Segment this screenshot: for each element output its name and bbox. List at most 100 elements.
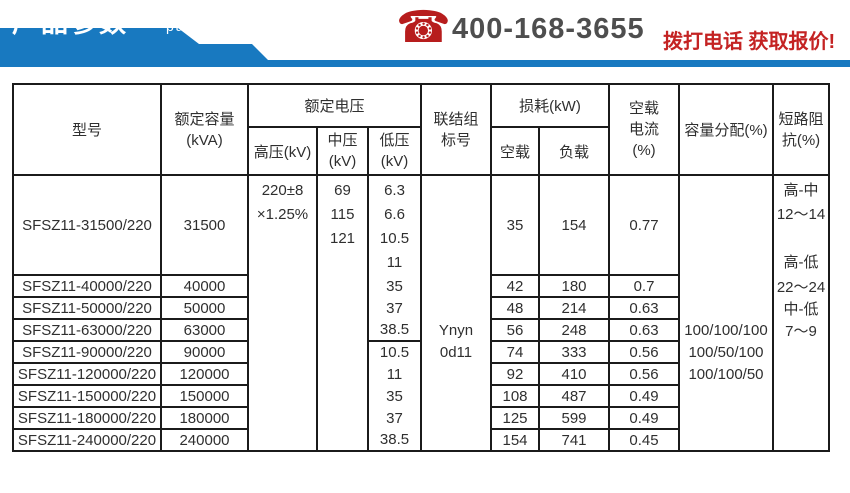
header-capacity: 额定容量 (kVA) <box>160 83 249 176</box>
parameters-table-wrap: 型号 额定容量 (kVA) 额定电压 联结组 标号 损耗(kW) 空载 电流 (… <box>12 83 830 452</box>
lv-cell: 38.5 <box>367 319 422 342</box>
no-load-current-cell: 0.63 <box>608 296 680 320</box>
impedance-cell <box>772 407 830 429</box>
no-load-current-cell: 0.77 <box>608 174 680 276</box>
table-row: SFSZ11-63000/220 63000 38.5 Ynyn 56 248 … <box>12 318 830 342</box>
mv-cell <box>316 407 369 429</box>
lv-cell: 35 <box>367 275 422 297</box>
no-load-current-cell: 0.49 <box>608 384 680 408</box>
table-row: SFSZ11-240000/220 240000 38.5 154 741 0.… <box>12 428 830 452</box>
hv-cell <box>247 319 318 341</box>
connection-cell <box>420 363 492 385</box>
no-load-loss-cell: 154 <box>490 428 540 452</box>
header-loss: 损耗(kW) <box>490 83 610 128</box>
capacity-distribution-cell: 100/100/50 <box>678 363 774 385</box>
header-connection-group: 联结组 标号 <box>420 83 492 176</box>
hv-cell <box>247 363 318 385</box>
lv-cell: 38.5 <box>367 429 422 452</box>
model-cell: SFSZ11-90000/220 <box>12 340 162 364</box>
no-load-current-cell: 0.49 <box>608 406 680 430</box>
hv-cell: 220±8 ×1.25% <box>247 174 318 275</box>
header-model: 型号 <box>12 83 162 176</box>
model-cell: SFSZ11-50000/220 <box>12 296 162 320</box>
lv-cell: 11 <box>367 363 422 385</box>
impedance-cell: 7～9 <box>772 319 830 341</box>
capacity-distribution-cell <box>678 407 774 429</box>
hv-cell <box>247 341 318 363</box>
load-loss-cell: 248 <box>538 318 610 342</box>
hv-cell <box>247 429 318 452</box>
mv-cell <box>316 319 369 341</box>
page-title: 产品参数 <box>12 8 128 38</box>
header-low-voltage: 低压 (kV) <box>367 126 422 176</box>
load-loss-cell: 741 <box>538 428 610 452</box>
model-cell: SFSZ11-150000/220 <box>12 384 162 408</box>
no-load-current-cell: 0.45 <box>608 428 680 452</box>
load-loss-cell: 487 <box>538 384 610 408</box>
load-loss-cell: 214 <box>538 296 610 320</box>
no-load-current-cell: 0.63 <box>608 318 680 342</box>
capacity-cell: 31500 <box>160 174 249 276</box>
capacity-distribution-cell <box>678 174 774 275</box>
table-row: SFSZ11-150000/220 150000 35 108 487 0.49 <box>12 384 830 408</box>
header-capacity-distribution: 容量分配(%) <box>678 83 774 176</box>
no-load-loss-cell: 125 <box>490 406 540 430</box>
table-row: SFSZ11-120000/220 120000 11 92 410 0.56 … <box>12 362 830 386</box>
no-load-loss-cell: 35 <box>490 174 540 276</box>
model-cell: SFSZ11-180000/220 <box>12 406 162 430</box>
table-row: SFSZ11-40000/220 40000 35 42 180 0.7 22～… <box>12 274 830 298</box>
no-load-current-cell: 0.7 <box>608 274 680 298</box>
capacity-cell: 180000 <box>160 406 249 430</box>
header-short-circuit-impedance: 短路阻 抗(%) <box>772 83 830 176</box>
hv-cell <box>247 275 318 297</box>
table-row: SFSZ11-90000/220 90000 10.5 0d11 74 333 … <box>12 340 830 364</box>
lv-cell: 37 <box>367 407 422 429</box>
model-cell: SFSZ11-40000/220 <box>12 274 162 298</box>
hv-cell <box>247 297 318 319</box>
mv-cell <box>316 429 369 452</box>
connection-cell: 0d11 <box>420 341 492 363</box>
impedance-cell <box>772 341 830 363</box>
mv-cell: 69 115 121 <box>316 174 369 275</box>
mv-cell <box>316 363 369 385</box>
capacity-distribution-cell <box>678 297 774 319</box>
capacity-cell: 150000 <box>160 384 249 408</box>
capacity-cell: 120000 <box>160 362 249 386</box>
connection-cell <box>420 297 492 319</box>
model-cell: SFSZ11-31500/220 <box>12 174 162 276</box>
header-rated-voltage: 额定电压 <box>247 83 422 128</box>
table-row: SFSZ11-180000/220 180000 37 125 599 0.49 <box>12 406 830 430</box>
no-load-current-cell: 0.56 <box>608 362 680 386</box>
parameters-table: 型号 额定容量 (kVA) 额定电压 联结组 标号 损耗(kW) 空载 电流 (… <box>12 83 830 452</box>
mv-cell <box>316 385 369 407</box>
capacity-distribution-cell <box>678 275 774 297</box>
page-subtitle: parameter <box>166 18 248 34</box>
load-loss-cell: 599 <box>538 406 610 430</box>
connection-cell <box>420 385 492 407</box>
connection-cell <box>420 429 492 452</box>
phone-number: 400-168-3655 <box>452 13 645 45</box>
capacity-cell: 40000 <box>160 274 249 298</box>
connection-cell: Ynyn <box>420 319 492 341</box>
capacity-cell: 50000 <box>160 296 249 320</box>
table-row: SFSZ11-31500/220 31500 220±8 ×1.25% 69 1… <box>12 174 830 276</box>
capacity-distribution-cell <box>678 429 774 452</box>
capacity-cell: 240000 <box>160 428 249 452</box>
mv-cell <box>316 297 369 319</box>
no-load-loss-cell: 74 <box>490 340 540 364</box>
header-medium-voltage: 中压 (kV) <box>316 126 369 176</box>
lv-cell: 10.5 <box>367 340 422 363</box>
connection-cell <box>420 407 492 429</box>
impedance-cell <box>772 429 830 452</box>
impedance-cell <box>772 385 830 407</box>
impedance-cell: 高-中 12～14 高-低 <box>772 174 830 275</box>
impedance-cell: 中-低 <box>772 297 830 319</box>
load-loss-cell: 180 <box>538 274 610 298</box>
hv-cell <box>247 385 318 407</box>
header-load-loss: 负载 <box>538 126 610 176</box>
model-cell: SFSZ11-63000/220 <box>12 318 162 342</box>
connection-cell <box>420 275 492 297</box>
lv-cell: 6.3 6.6 10.5 11 <box>367 174 422 275</box>
no-load-loss-cell: 48 <box>490 296 540 320</box>
no-load-loss-cell: 92 <box>490 362 540 386</box>
